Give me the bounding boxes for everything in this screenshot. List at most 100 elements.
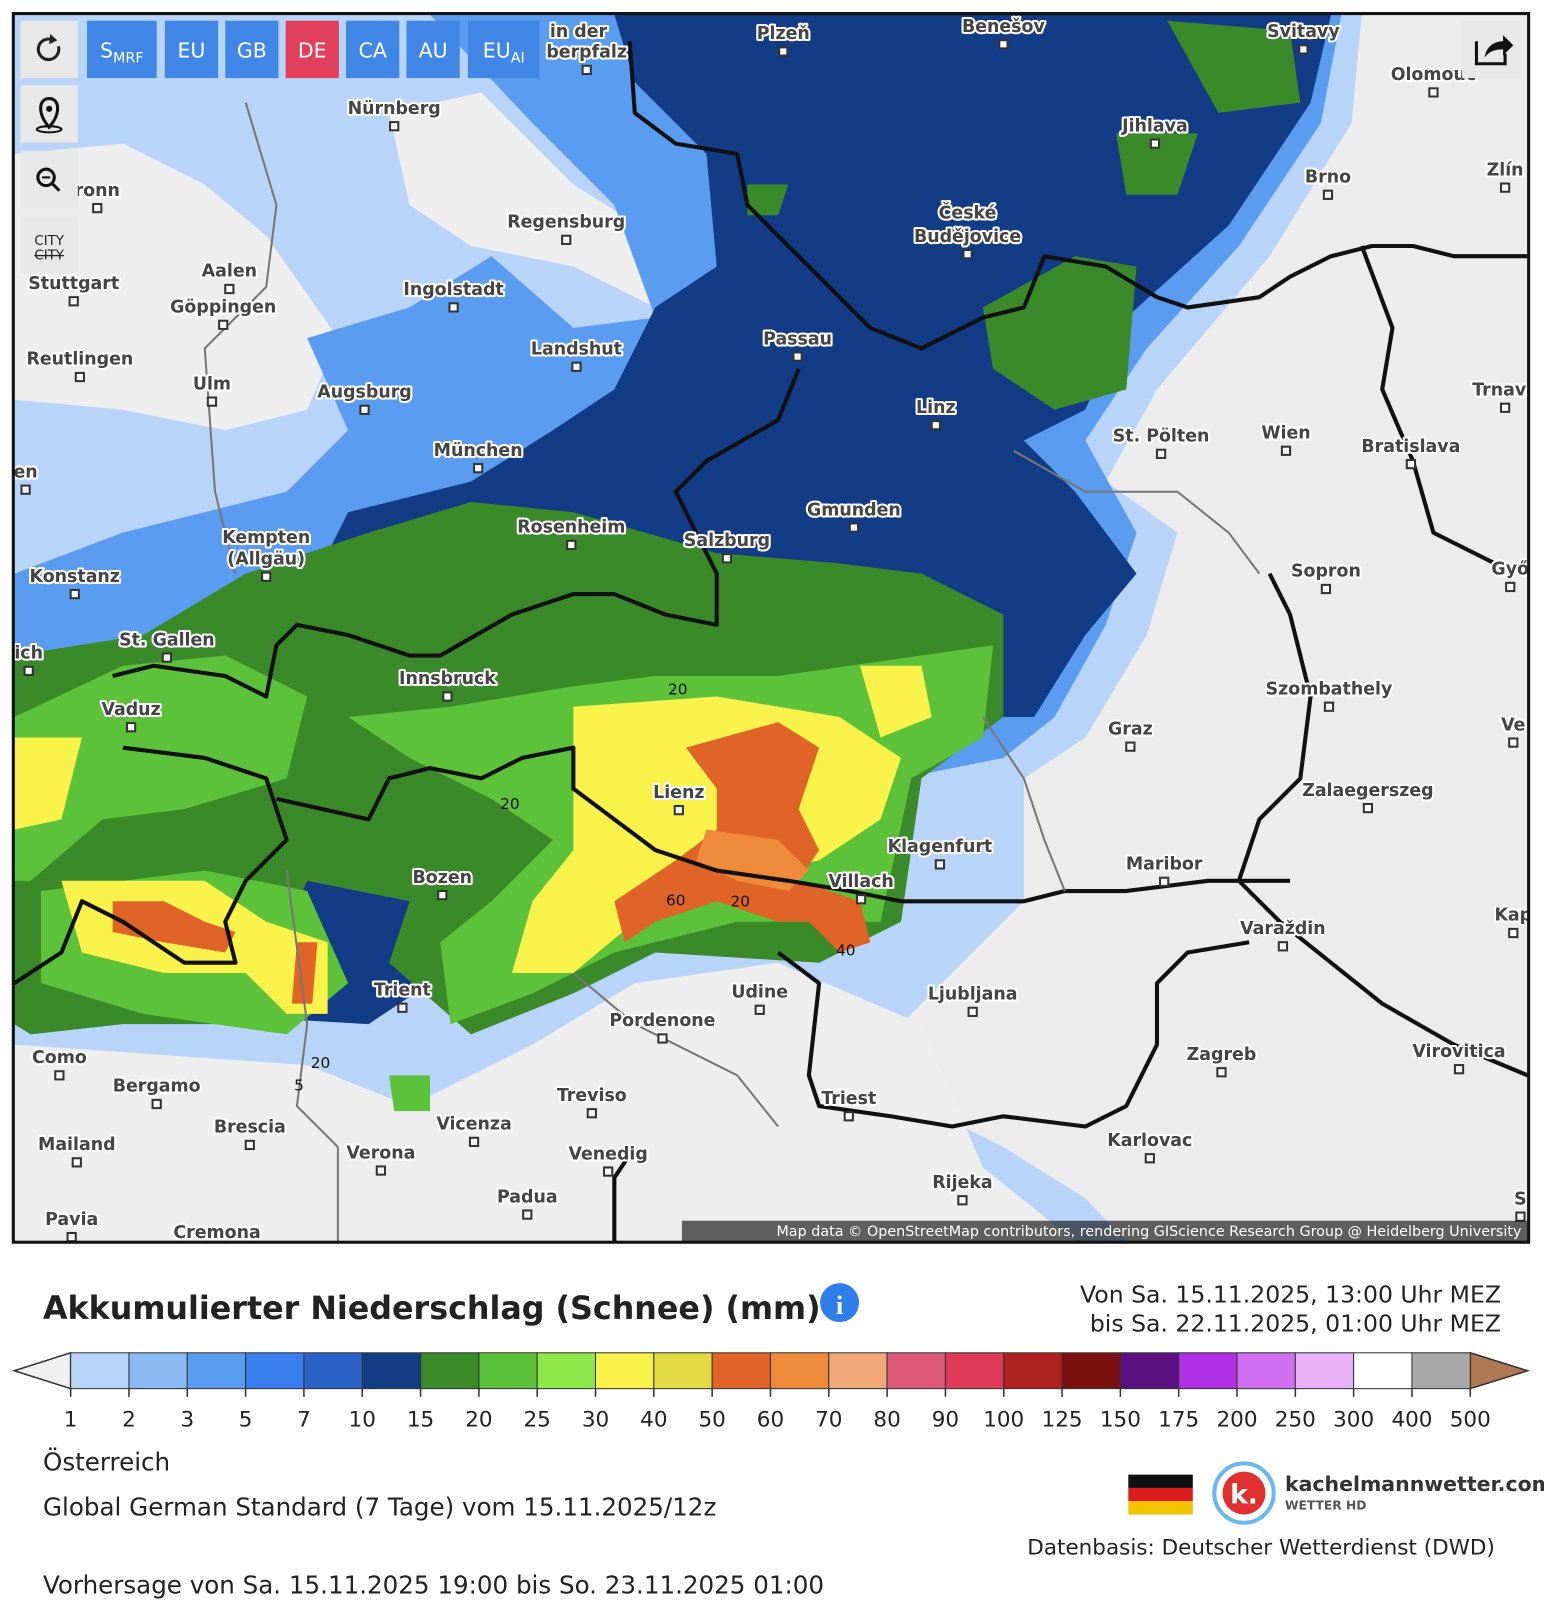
model-name: EU — [483, 39, 511, 63]
model-label: DE — [298, 39, 327, 63]
city-marker — [1149, 138, 1161, 149]
city-label: Göppingen — [170, 298, 276, 318]
location-button[interactable] — [20, 85, 78, 143]
model-name: S — [100, 39, 113, 63]
legend-tick-label: 15 — [407, 1408, 434, 1433]
city-label: Gmunden — [807, 500, 901, 520]
city-label: Graz — [1108, 719, 1153, 739]
city-label: Ulm — [193, 374, 231, 394]
model-button[interactable] — [164, 20, 219, 79]
model-button[interactable] — [346, 20, 400, 79]
model-button[interactable] — [285, 20, 339, 79]
city-label: Salzburg — [684, 531, 770, 551]
city-label: Vaduz — [101, 700, 160, 720]
flag — [1128, 1474, 1193, 1515]
city-label: Stuttgart — [28, 274, 119, 294]
city-label-off: CITY — [34, 248, 64, 263]
city-label: Budějovice — [914, 227, 1021, 247]
city-marker — [1499, 402, 1511, 413]
color-step — [245, 1352, 305, 1390]
contour-label: 60 — [666, 891, 686, 909]
city-label: Ljubljana — [928, 985, 1018, 1005]
city-label: (Allgäu) — [227, 549, 305, 569]
city-label: S — [1514, 1189, 1527, 1209]
over-arrow — [1469, 1351, 1531, 1390]
legend-tick-label: 500 — [1450, 1408, 1491, 1433]
city-marker — [20, 484, 31, 495]
legend-tick-label: 200 — [1216, 1408, 1257, 1433]
legend-tick-label: 5 — [239, 1408, 253, 1433]
color-step — [1178, 1352, 1238, 1390]
legend-tick-label: 3 — [180, 1408, 194, 1433]
model-name: AU — [419, 39, 448, 63]
city-label: Como — [32, 1048, 87, 1068]
forecast: Vorhersage von Sa. 15.11.2025 19:00 bis … — [43, 1570, 824, 1599]
color-step — [186, 1352, 247, 1390]
city-label: Lienz — [653, 783, 704, 803]
city-label: ich — [14, 644, 43, 664]
model-name: GB — [237, 39, 267, 63]
color-step — [420, 1352, 480, 1390]
model-button[interactable] — [467, 20, 540, 79]
info-button[interactable] — [820, 1283, 860, 1323]
city-marker — [71, 1157, 82, 1168]
refresh-button[interactable] — [20, 20, 78, 79]
city-label: Virovitica — [1412, 1042, 1505, 1062]
color-step — [1353, 1352, 1413, 1390]
city-marker — [92, 202, 103, 214]
city-marker — [397, 1002, 408, 1013]
legend-tick-label: 125 — [1042, 1408, 1083, 1433]
map[interactable]: Nürnberg Plzeň Benešov Svitavy Olomouc in der… — [14, 14, 1538, 1255]
side-tools: CITY CITY — [20, 20, 1522, 274]
info-icon: i — [836, 1290, 843, 1320]
model-button[interactable] — [406, 20, 460, 79]
city-label: Brescia — [214, 1118, 286, 1138]
city-marker — [437, 890, 448, 901]
model-button[interactable] — [225, 20, 279, 79]
contour-label: 20 — [311, 1054, 331, 1072]
legend-tick-label: 80 — [873, 1408, 900, 1433]
city-label: Reutlingen — [26, 350, 133, 370]
contour-label: 5 — [294, 1077, 304, 1095]
legend-tick-label: 7 — [297, 1408, 311, 1433]
city-marker — [468, 1136, 480, 1147]
city-marker — [473, 463, 484, 474]
legend-tick-label: 175 — [1158, 1408, 1199, 1433]
city-marker — [967, 1006, 978, 1017]
city-label: Treviso — [557, 1086, 627, 1106]
city-label: Linz — [916, 398, 956, 418]
model-label: GB — [237, 39, 267, 63]
legend-tick-label: 25 — [524, 1408, 551, 1433]
city-toggle[interactable] — [20, 216, 78, 274]
city-marker — [1505, 581, 1516, 593]
legend-tick-label: 150 — [1100, 1408, 1141, 1433]
city-marker — [754, 1004, 765, 1015]
model-sub: MRF — [113, 51, 144, 67]
city-marker — [792, 351, 803, 362]
city-label: Innsbruck — [399, 669, 496, 689]
zoom-button[interactable] — [20, 150, 78, 209]
city-marker — [261, 571, 272, 582]
city-label: München — [434, 441, 523, 461]
city-label: Padua — [497, 1187, 558, 1207]
city-marker — [54, 1070, 65, 1081]
city-marker — [23, 665, 34, 677]
color-step — [1411, 1352, 1471, 1390]
legend: 1 2 3 5 7 10 15 20 25 30 40 50 60 70 80 90 100 125 150 175 2… — [11, 1351, 1531, 1433]
legend-tick-label: 2 — [122, 1408, 136, 1433]
model-name: CA — [359, 39, 387, 63]
city-label: Trient — [374, 980, 431, 1000]
city-label: České — [939, 201, 997, 223]
city-label: Ve — [1501, 715, 1525, 735]
city-marker — [1159, 876, 1170, 887]
city-label: Ingolstadt — [403, 280, 503, 300]
city-label: Aalen — [202, 262, 257, 282]
city-marker — [1298, 44, 1309, 55]
city-label: Cremona — [173, 1223, 260, 1243]
color-step — [828, 1352, 888, 1390]
city-label: Klagenfurt — [888, 837, 993, 857]
city-marker — [213, 1246, 221, 1254]
model-button[interactable] — [87, 20, 157, 79]
color-step — [536, 1352, 597, 1390]
